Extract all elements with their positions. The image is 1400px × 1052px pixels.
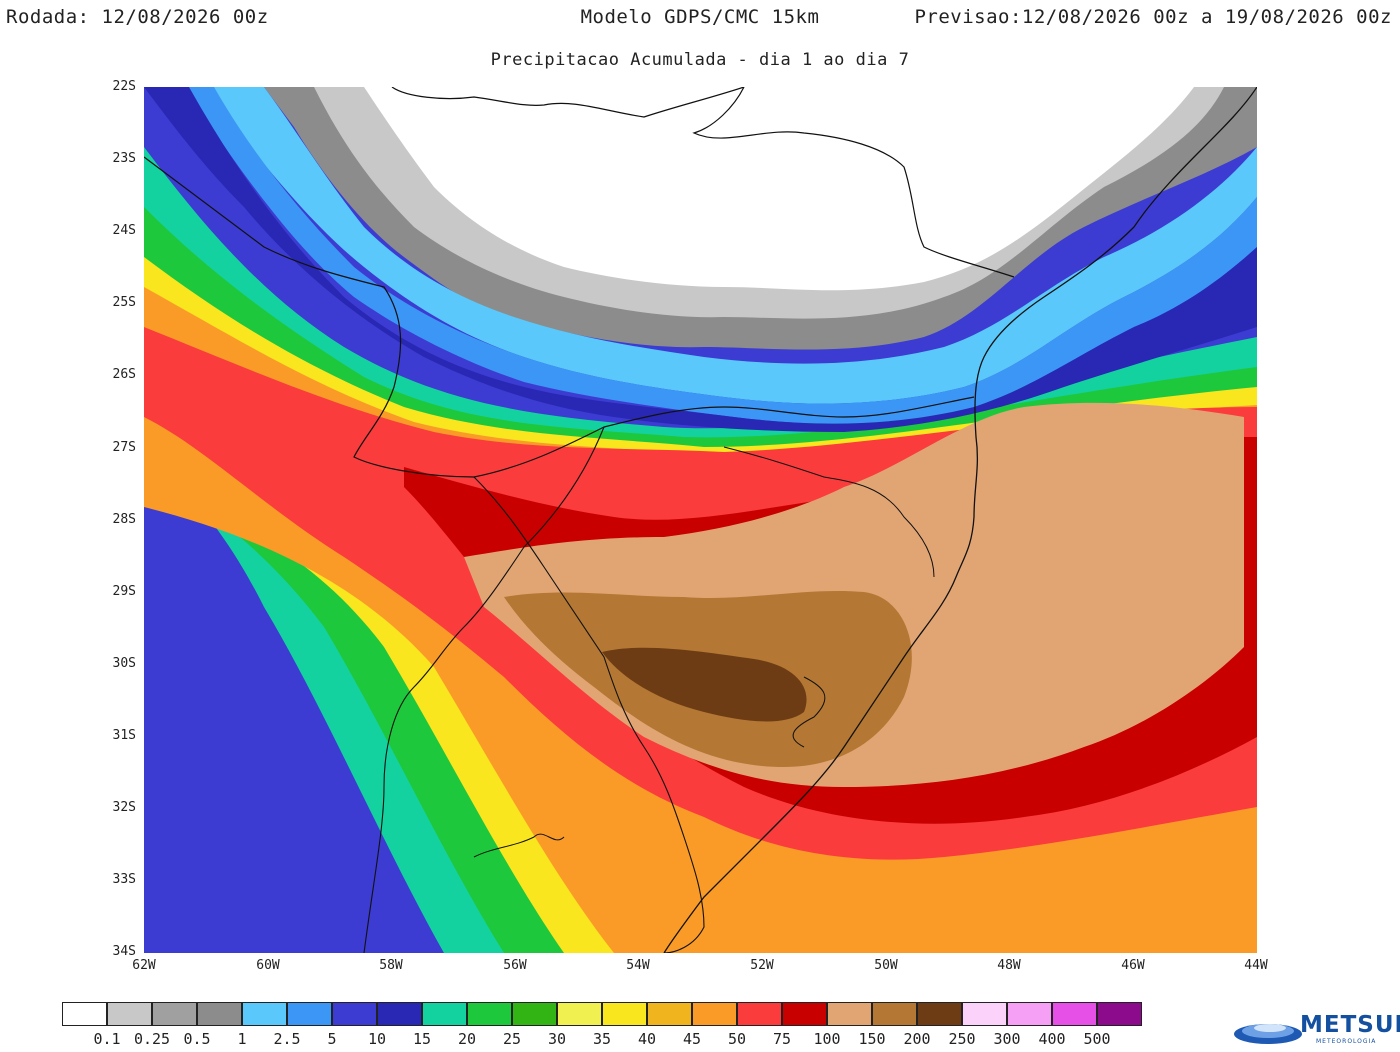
- colorbar-swatch: [917, 1002, 962, 1026]
- colorbar-swatch: [287, 1002, 332, 1026]
- colorbar-swatch: [197, 1002, 242, 1026]
- colorbar-label: 40: [637, 1030, 657, 1048]
- metsul-logo-icon: [1234, 1024, 1302, 1044]
- map-subtitle: Precipitacao Acumulada - dia 1 ao dia 7: [490, 50, 910, 70]
- colorbar-label: 2.5: [273, 1030, 301, 1048]
- lat-label: 33S: [112, 872, 136, 887]
- colorbar-label: 200: [903, 1030, 931, 1048]
- colorbar-swatch: [692, 1002, 737, 1026]
- lat-label: 27S: [112, 440, 136, 455]
- colorbar-label: 15: [412, 1030, 432, 1048]
- colorbar-swatch: [1007, 1002, 1052, 1026]
- colorbar-swatch: [152, 1002, 197, 1026]
- lon-label: 46W: [1121, 958, 1145, 973]
- colorbar-label: 50: [727, 1030, 747, 1048]
- lat-label: 26S: [112, 367, 136, 382]
- colorbar-label: 25: [502, 1030, 522, 1048]
- lat-label: 30S: [112, 656, 136, 671]
- colorbar-swatch: [107, 1002, 152, 1026]
- colorbar-swatch: [242, 1002, 287, 1026]
- model-title: Modelo GDPS/CMC 15km: [580, 6, 820, 28]
- colorbar-swatch: [1097, 1002, 1142, 1026]
- lat-label: 32S: [112, 800, 136, 815]
- colorbar-label: 1: [237, 1030, 247, 1048]
- colorbar-label: 500: [1083, 1030, 1111, 1048]
- colorbar-swatch: [827, 1002, 872, 1026]
- run-label: Rodada: 12/08/2026 00z: [6, 6, 269, 28]
- colorbar-swatch: [737, 1002, 782, 1026]
- colorbar-swatch: [557, 1002, 602, 1026]
- lon-label: 52W: [750, 958, 774, 973]
- colorbar-swatch: [872, 1002, 917, 1026]
- colorbar-label: 0.1: [93, 1030, 121, 1048]
- lon-label: 50W: [874, 958, 898, 973]
- colorbar-label: 10: [367, 1030, 387, 1048]
- lat-label: 22S: [112, 79, 136, 94]
- colorbar-swatch: [647, 1002, 692, 1026]
- lon-label: 58W: [379, 958, 403, 973]
- lon-label: 56W: [503, 958, 527, 973]
- colorbar-label: 45: [682, 1030, 702, 1048]
- colorbar-swatch: [602, 1002, 647, 1026]
- lat-label: 31S: [112, 728, 136, 743]
- lon-label: 48W: [997, 958, 1021, 973]
- colorbar-label: 30: [547, 1030, 567, 1048]
- colorbar-swatch: [422, 1002, 467, 1026]
- colorbar-swatch: [467, 1002, 512, 1026]
- colorbar-swatch: [512, 1002, 557, 1026]
- colorbar-label: 250: [948, 1030, 976, 1048]
- colorbar-label: 5: [327, 1030, 337, 1048]
- colorbar-swatch: [782, 1002, 827, 1026]
- lon-label: 62W: [132, 958, 156, 973]
- lat-label: 23S: [112, 151, 136, 166]
- colorbar-label: 0.25: [133, 1030, 171, 1048]
- lon-label: 54W: [626, 958, 650, 973]
- colorbar-label: 0.5: [183, 1030, 211, 1048]
- logo-wordmark: METSUL: [1300, 1012, 1400, 1038]
- lat-label: 28S: [112, 512, 136, 527]
- lon-label: 60W: [256, 958, 280, 973]
- lat-label: 25S: [112, 295, 136, 310]
- precipitation-map: [144, 87, 1257, 953]
- colorbar-swatch: [62, 1002, 107, 1026]
- colorbar-label: 20: [457, 1030, 477, 1048]
- lat-label: 34S: [112, 944, 136, 959]
- colorbar-swatch: [377, 1002, 422, 1026]
- lat-label: 29S: [112, 584, 136, 599]
- logo-subtitle: METEOROLOGIA: [1316, 1038, 1377, 1045]
- colorbar-label: 150: [858, 1030, 886, 1048]
- colorbar-swatch: [1052, 1002, 1097, 1026]
- colorbar-label: 100: [813, 1030, 841, 1048]
- colorbar-swatch: [962, 1002, 1007, 1026]
- lon-label: 44W: [1244, 958, 1268, 973]
- lat-label: 24S: [112, 223, 136, 238]
- colorbar-label: 300: [993, 1030, 1021, 1048]
- colorbar-label: 75: [772, 1030, 792, 1048]
- forecast-period: Previsao:12/08/2026 00z a 19/08/2026 00z: [914, 6, 1392, 28]
- colorbar-label: 35: [592, 1030, 612, 1048]
- precipitation-field: [144, 87, 1257, 953]
- colorbar-swatch: [332, 1002, 377, 1026]
- colorbar-label: 400: [1038, 1030, 1066, 1048]
